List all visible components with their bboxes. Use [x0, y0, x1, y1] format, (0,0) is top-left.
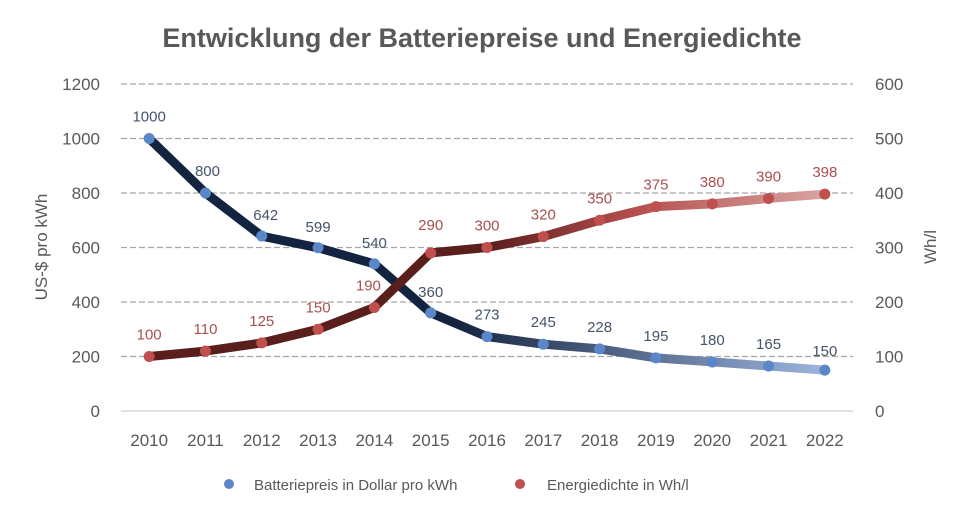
x-axis: 2010 2011 2012 2013 2014 2015 2016 2017 2018 2019…: [130, 431, 844, 450]
y2-tick-label: 100: [875, 348, 903, 367]
marker-battery-price[interactable]: [312, 242, 324, 254]
data-label-battery-price: 228: [587, 319, 612, 336]
x-tick-label: 2019: [637, 431, 675, 450]
data-label-energy-density: 100: [137, 327, 162, 344]
marker-energy-density[interactable]: [312, 323, 324, 335]
data-label-battery-price: 642: [253, 207, 278, 224]
y-tick-label: 200: [72, 348, 100, 367]
x-tick-label: 2010: [130, 431, 168, 450]
y-tick-label: 600: [72, 239, 100, 258]
marker-battery-price[interactable]: [481, 331, 493, 343]
data-label-battery-price: 1000: [132, 109, 165, 126]
data-label-energy-density: 398: [812, 164, 837, 181]
data-label-battery-price: 800: [195, 163, 220, 180]
y2-tick-label: 200: [875, 293, 903, 312]
marker-battery-price[interactable]: [537, 338, 549, 350]
marker-energy-density[interactable]: [256, 337, 268, 349]
x-tick-label: 2018: [581, 431, 619, 450]
x-tick-label: 2015: [412, 431, 450, 450]
data-label-energy-density: 150: [306, 299, 331, 316]
marker-battery-price[interactable]: [425, 307, 437, 319]
data-label-energy-density: 290: [418, 217, 443, 234]
x-tick-label: 2022: [806, 431, 844, 450]
data-label-battery-price: 245: [531, 314, 556, 331]
marker-battery-price[interactable]: [368, 258, 380, 270]
y-axis-right: 0 100 200 300 400 500 600: [875, 75, 903, 421]
marker-energy-density[interactable]: [368, 301, 380, 313]
marker-battery-price[interactable]: [650, 352, 662, 364]
data-label-energy-density: 110: [194, 321, 218, 338]
y2-tick-label: 500: [875, 130, 903, 149]
data-label-battery-price: 165: [756, 336, 781, 353]
data-label-energy-density: 375: [643, 177, 668, 194]
y2-axis-title: Wh/l: [921, 230, 940, 264]
x-tick-label: 2021: [750, 431, 788, 450]
y-tick-label: 1000: [62, 130, 100, 149]
marker-battery-price[interactable]: [143, 133, 155, 144]
marker-energy-density[interactable]: [819, 188, 831, 200]
legend-item-battery-price[interactable]: Batteriepreis in Dollar pro kWh: [202, 477, 457, 494]
legend-marker-battery-price: [224, 479, 234, 489]
data-label-battery-price: 540: [362, 235, 387, 252]
y-tick-label: 400: [72, 293, 100, 312]
data-label-battery-price: 195: [643, 328, 668, 345]
marker-energy-density[interactable]: [537, 231, 549, 243]
x-tick-label: 2012: [243, 431, 281, 450]
legend-label-energy-density: Energiedichte in Wh/l: [547, 477, 689, 494]
x-tick-label: 2013: [299, 431, 337, 450]
legend-item-energy-density[interactable]: Energiedichte in Wh/l: [499, 477, 689, 494]
x-tick-label: 2014: [355, 431, 393, 450]
y-axis-left: 0 200 400 600 800 1000 1200: [62, 75, 100, 421]
marker-battery-price[interactable]: [199, 187, 211, 199]
x-tick-label: 2017: [524, 431, 562, 450]
y2-tick-label: 300: [875, 239, 903, 258]
data-label-energy-density: 125: [249, 313, 274, 330]
x-tick-label: 2020: [693, 431, 731, 450]
marker-energy-density[interactable]: [763, 192, 775, 204]
x-tick-label: 2011: [187, 431, 224, 450]
data-label-energy-density: 350: [587, 190, 612, 207]
marker-energy-density[interactable]: [650, 201, 662, 213]
marker-battery-price[interactable]: [594, 343, 606, 355]
data-label-energy-density: 380: [700, 174, 725, 191]
y2-tick-label: 600: [875, 75, 903, 94]
y-tick-label: 0: [91, 402, 100, 421]
marker-battery-price[interactable]: [819, 364, 831, 376]
y-tick-label: 1200: [62, 75, 100, 94]
data-label-energy-density: 300: [474, 218, 499, 235]
y2-tick-label: 400: [875, 184, 903, 203]
data-label-energy-density: 320: [531, 207, 556, 224]
marker-battery-price[interactable]: [763, 360, 775, 372]
data-label-battery-price: 360: [418, 284, 443, 301]
data-labels: 1000 800 642 599 540 360 273 245 228 195 180 165 150…: [132, 109, 837, 361]
marker-energy-density[interactable]: [594, 214, 606, 226]
data-label-energy-density: 390: [756, 168, 781, 185]
legend: Batteriepreis in Dollar pro kWh Energied…: [202, 477, 689, 494]
legend-label-battery-price: Batteriepreis in Dollar pro kWh: [254, 477, 457, 494]
chart-title: Entwicklung der Batteriepreise und Energ…: [162, 23, 801, 53]
data-label-energy-density: 190: [356, 277, 381, 294]
data-label-battery-price: 599: [306, 219, 331, 236]
series-layer: [143, 133, 831, 376]
legend-marker-energy-density: [515, 479, 525, 489]
marker-energy-density[interactable]: [481, 242, 493, 253]
marker-battery-price[interactable]: [706, 356, 718, 368]
data-label-battery-price: 150: [812, 343, 837, 360]
marker-battery-price[interactable]: [256, 230, 268, 242]
marker-energy-density[interactable]: [199, 345, 211, 357]
x-tick-label: 2016: [468, 431, 506, 450]
y2-tick-label: 0: [875, 402, 884, 421]
gridlines: [121, 83, 853, 412]
y-tick-label: 800: [72, 184, 100, 203]
data-label-battery-price: 180: [700, 332, 725, 349]
marker-energy-density[interactable]: [425, 247, 437, 259]
marker-energy-density[interactable]: [143, 351, 155, 362]
y-axis-title: US-$ pro kWh: [32, 194, 51, 301]
data-label-battery-price: 273: [474, 307, 499, 324]
marker-energy-density[interactable]: [706, 198, 718, 210]
